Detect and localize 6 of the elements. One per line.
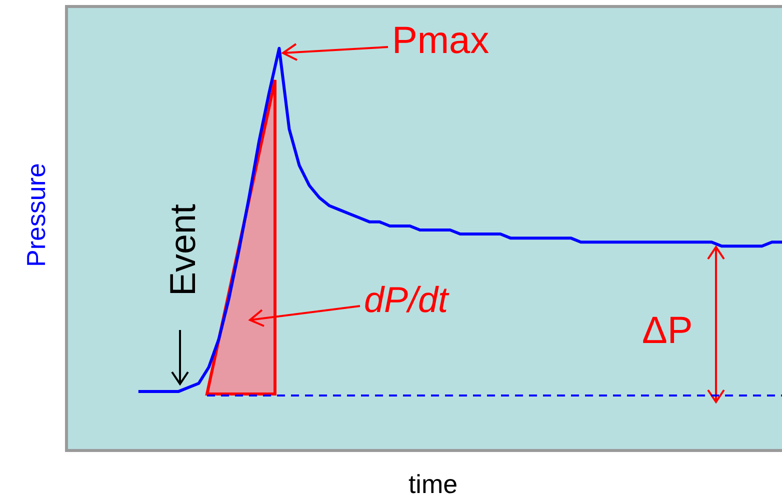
y-axis-title: Pressure: [21, 162, 51, 268]
annotation: Pmax: [392, 20, 490, 62]
x-axis-title: time: [408, 469, 458, 499]
annotation: Event: [162, 204, 203, 296]
annotation: ΔP: [642, 310, 693, 352]
annotation: dP/dt: [364, 279, 448, 320]
